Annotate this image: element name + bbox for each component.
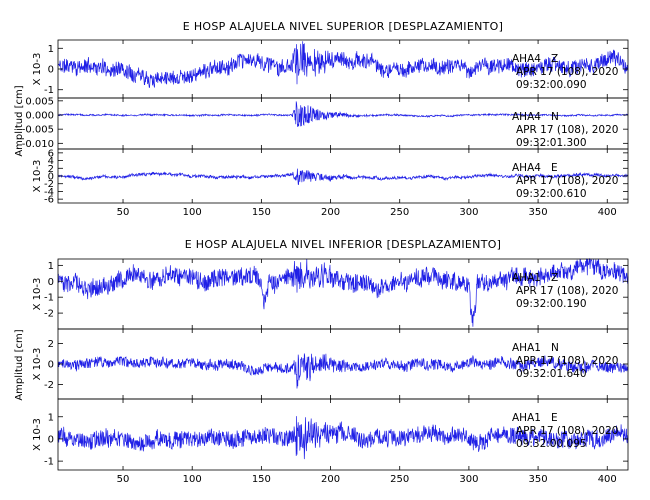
chart-title: E HOSP ALAJUELA NIVEL SUPERIOR [DESPLAZA…	[183, 20, 503, 33]
exponent-label: X 10-3	[32, 160, 43, 193]
station-date: APR 17 (108), 2020	[516, 124, 618, 136]
station-date: APR 17 (108), 2020	[516, 355, 618, 367]
exponent-label: X 10-3	[32, 418, 43, 451]
x-tick-label: 150	[252, 207, 271, 218]
trace-aha1-n	[57, 353, 629, 389]
y-tick-label: -2	[44, 309, 54, 320]
exponent-label: X 10-3	[32, 53, 43, 86]
x-tick-label: 200	[321, 207, 340, 218]
station-date: APR 17 (108), 2020	[516, 285, 618, 297]
y-tick-label: 2	[48, 339, 54, 350]
station-component: E	[551, 162, 558, 174]
station-annotation: AHA1 E	[512, 412, 558, 424]
y-tick-label: 4	[48, 156, 54, 167]
y-tick-label: 1	[48, 261, 54, 272]
station-code: AHA4	[512, 111, 541, 123]
station-time: 09:32:00.190	[516, 298, 587, 310]
chart-nivel-inferior: E HOSP ALAJUELA NIVEL INFERIOR [DESPLAZA…	[14, 238, 629, 485]
y-axis-label: Amplitud [cm]	[14, 329, 25, 400]
y-tick-label: -6	[44, 195, 54, 206]
trace-aha1-e	[57, 416, 629, 460]
y-tick-label: 0	[48, 434, 54, 445]
station-time: 09:32:00.095	[516, 438, 587, 450]
x-tick-label: 350	[529, 207, 548, 218]
y-axis-label: Amplitud [cm]	[14, 85, 25, 156]
station-component: N	[551, 111, 559, 123]
chart-title: E HOSP ALAJUELA NIVEL INFERIOR [DESPLAZA…	[185, 238, 502, 251]
station-time: 09:32:00.090	[516, 79, 587, 91]
x-tick-label: 350	[529, 474, 548, 485]
y-tick-label: 0	[48, 360, 54, 371]
station-time: 09:32:01.300	[516, 137, 587, 149]
station-annotation: AHA4 E	[512, 162, 558, 174]
x-tick-label: 100	[183, 474, 202, 485]
y-tick-label: 2	[48, 164, 54, 175]
trace-aha4-e	[57, 168, 629, 185]
station-time: 09:32:00.610	[516, 188, 587, 200]
station-code: AHA1	[512, 412, 541, 424]
station-date: APR 17 (108), 2020	[516, 425, 618, 437]
station-annotation: AHA4 Z	[512, 53, 558, 65]
x-tick-label: 300	[459, 474, 478, 485]
x-tick-label: 100	[183, 207, 202, 218]
station-time: 09:32:01.640	[516, 368, 587, 380]
x-tick-label: 150	[252, 474, 271, 485]
station-code: AHA1	[512, 272, 541, 284]
x-tick-label: 50	[117, 474, 130, 485]
station-component: E	[551, 412, 558, 424]
station-component: N	[551, 342, 559, 354]
station-date: APR 17 (108), 2020	[516, 175, 618, 187]
y-tick-label: 1	[48, 44, 54, 55]
y-tick-label: 0	[48, 65, 54, 76]
chart-nivel-superior: E HOSP ALAJUELA NIVEL SUPERIOR [DESPLAZA…	[14, 20, 629, 218]
trace-aha1-z	[57, 257, 629, 327]
exponent-label: X 10-3	[32, 278, 43, 311]
station-component: Z	[551, 272, 558, 284]
station-code: AHA4	[512, 162, 541, 174]
station-annotation: AHA4 N	[512, 111, 559, 123]
y-tick-label: 0	[48, 172, 54, 183]
y-tick-label: -2	[44, 380, 54, 391]
y-tick-label: 1	[48, 412, 54, 423]
station-component: Z	[551, 53, 558, 65]
y-tick-label: 6	[48, 148, 54, 159]
station-date: APR 17 (108), 2020	[516, 66, 618, 78]
x-tick-label: 250	[390, 207, 409, 218]
station-annotation: AHA1 Z	[512, 272, 558, 284]
y-tick-label: 0.005	[25, 96, 54, 107]
x-tick-label: 250	[390, 474, 409, 485]
y-tick-label: -1	[44, 457, 54, 468]
x-tick-label: 300	[459, 207, 478, 218]
y-tick-label: 0.000	[25, 111, 54, 122]
panel-frame	[57, 398, 629, 471]
x-tick-label: 400	[598, 474, 617, 485]
y-tick-label: -2	[44, 179, 54, 190]
station-annotation: AHA1 N	[512, 342, 559, 354]
y-tick-label: 0	[48, 277, 54, 288]
y-tick-label: -0.010	[22, 139, 54, 150]
y-tick-label: -4	[44, 187, 54, 198]
y-tick-label: -1	[44, 293, 54, 304]
exponent-label: X 10-3	[32, 348, 43, 381]
x-tick-label: 200	[321, 474, 340, 485]
station-code: AHA4	[512, 53, 541, 65]
x-tick-label: 50	[117, 207, 130, 218]
station-code: AHA1	[512, 342, 541, 354]
trace-aha4-z	[57, 41, 629, 88]
x-tick-label: 400	[598, 207, 617, 218]
y-tick-label: -0.005	[22, 125, 54, 136]
trace-aha4-n	[57, 101, 629, 127]
y-tick-label: -1	[44, 85, 54, 96]
